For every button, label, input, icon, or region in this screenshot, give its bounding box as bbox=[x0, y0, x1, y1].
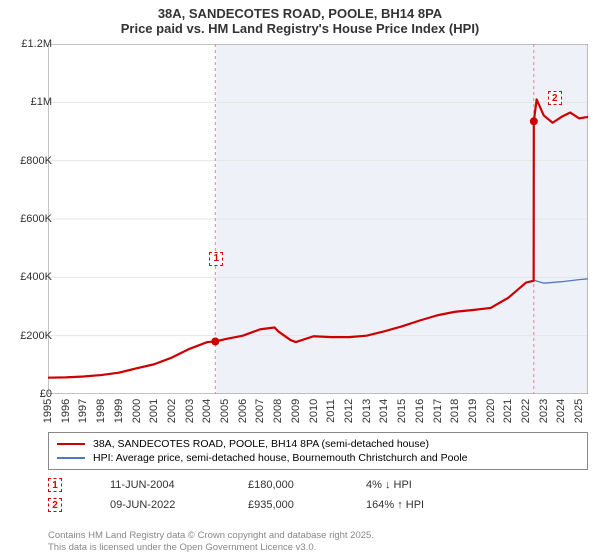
xtick-label: 2016 bbox=[414, 399, 426, 423]
title-line-1: 38A, SANDECOTES ROAD, POOLE, BH14 8PA bbox=[0, 6, 600, 21]
xtick-label: 2018 bbox=[449, 399, 461, 423]
xtick-label: 2009 bbox=[290, 399, 302, 423]
xtick-label: 2011 bbox=[325, 399, 337, 423]
xtick-label: 2001 bbox=[148, 399, 160, 423]
legend: 38A, SANDECOTES ROAD, POOLE, BH14 8PA (s… bbox=[48, 432, 588, 470]
chart-marker-label: 1 bbox=[209, 252, 223, 266]
xtick-label: 2008 bbox=[272, 399, 284, 423]
xtick-label: 2007 bbox=[254, 399, 266, 423]
xtick-label: 2005 bbox=[219, 399, 231, 423]
chart-area bbox=[48, 44, 588, 394]
footer-text: Contains HM Land Registry data © Crown c… bbox=[48, 530, 374, 554]
ytick-label: £600K bbox=[20, 213, 52, 225]
ytick-label: £800K bbox=[20, 155, 52, 167]
xtick-label: 1997 bbox=[77, 399, 89, 423]
ytick-label: £1M bbox=[31, 96, 52, 108]
xtick-label: 1995 bbox=[42, 399, 54, 423]
legend-row: 38A, SANDECOTES ROAD, POOLE, BH14 8PA (s… bbox=[57, 437, 579, 451]
legend-label: HPI: Average price, semi-detached house,… bbox=[93, 452, 468, 464]
xtick-label: 2002 bbox=[166, 399, 178, 423]
xtick-label: 1998 bbox=[95, 399, 107, 423]
xtick-label: 2024 bbox=[555, 399, 567, 423]
xtick-label: 2020 bbox=[485, 399, 497, 423]
marker-delta: 4% ↓ HPI bbox=[366, 479, 456, 491]
xtick-label: 2013 bbox=[361, 399, 373, 423]
marker-num: 1 bbox=[48, 478, 62, 492]
xtick-label: 2017 bbox=[432, 399, 444, 423]
xtick-label: 2003 bbox=[184, 399, 196, 423]
footer-line-2: This data is licensed under the Open Gov… bbox=[48, 542, 374, 554]
footer-line-1: Contains HM Land Registry data © Crown c… bbox=[48, 530, 374, 542]
legend-swatch bbox=[57, 457, 85, 458]
legend-row: HPI: Average price, semi-detached house,… bbox=[57, 451, 579, 465]
xtick-label: 2010 bbox=[308, 399, 320, 423]
marker-delta: 164% ↑ HPI bbox=[366, 499, 456, 511]
chart-title-block: 38A, SANDECOTES ROAD, POOLE, BH14 8PA Pr… bbox=[0, 0, 600, 36]
xtick-label: 2025 bbox=[573, 399, 585, 423]
title-line-2: Price paid vs. HM Land Registry's House … bbox=[0, 21, 600, 36]
marker-price: £935,000 bbox=[248, 499, 318, 511]
marker-table: 1 11-JUN-2004 £180,000 4% ↓ HPI 2 09-JUN-2022… bbox=[48, 478, 456, 518]
marker-num: 2 bbox=[48, 498, 62, 512]
marker-table-row: 2 09-JUN-2022 £935,000 164% ↑ HPI bbox=[48, 498, 456, 512]
xtick-label: 2023 bbox=[538, 399, 550, 423]
xtick-label: 2004 bbox=[201, 399, 213, 423]
ytick-label: £1.2M bbox=[21, 38, 52, 50]
marker-price: £180,000 bbox=[248, 479, 318, 491]
xtick-label: 1999 bbox=[113, 399, 125, 423]
xtick-label: 2015 bbox=[396, 399, 408, 423]
ytick-label: £200K bbox=[20, 330, 52, 342]
chart-marker-label: 2 bbox=[548, 91, 562, 105]
legend-label: 38A, SANDECOTES ROAD, POOLE, BH14 8PA (s… bbox=[93, 438, 429, 450]
chart-svg bbox=[48, 44, 588, 394]
xtick-label: 2000 bbox=[131, 399, 143, 423]
ytick-label: £400K bbox=[20, 271, 52, 283]
marker-date: 11-JUN-2004 bbox=[110, 479, 200, 491]
legend-swatch bbox=[57, 443, 85, 445]
xtick-label: 2019 bbox=[467, 399, 479, 423]
xtick-label: 1996 bbox=[60, 399, 72, 423]
xtick-label: 2006 bbox=[237, 399, 249, 423]
marker-date: 09-JUN-2022 bbox=[110, 499, 200, 511]
xtick-label: 2012 bbox=[343, 399, 355, 423]
xtick-label: 2014 bbox=[378, 399, 390, 423]
marker-table-row: 1 11-JUN-2004 £180,000 4% ↓ HPI bbox=[48, 478, 456, 492]
xtick-label: 2021 bbox=[502, 399, 514, 423]
xtick-label: 2022 bbox=[520, 399, 532, 423]
